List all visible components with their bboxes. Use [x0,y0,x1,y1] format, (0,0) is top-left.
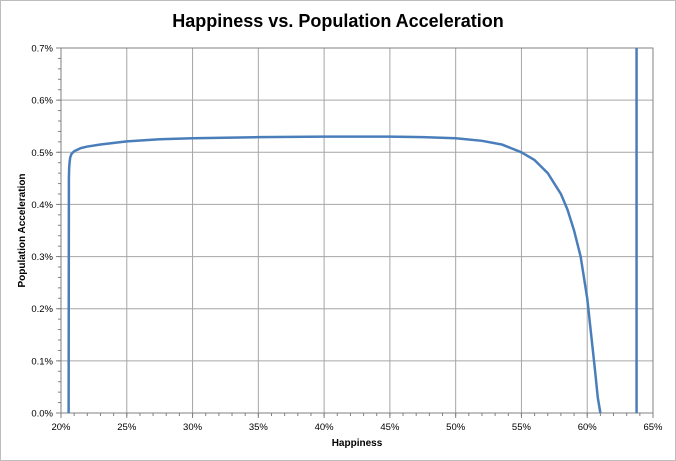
series-line [67,135,602,414]
y-tick-label: 0.5% [31,148,53,159]
x-tick-label: 35% [249,422,269,433]
x-axis-title: Happiness [332,438,383,449]
y-tick-label: 0.1% [31,356,53,367]
x-tick-label: 65% [643,422,663,433]
y-tick-label: 0.6% [31,96,53,107]
y-tick-label: 0.4% [31,200,53,211]
plot-area-border [60,47,654,414]
y-tick-label: 0.2% [31,304,53,315]
y-tick-label: 0.0% [31,409,53,420]
y-axis-title: Population Acceleration [17,173,28,287]
chart-title: Happiness vs. Population Acceleration [172,11,504,31]
x-tick-label: 40% [315,422,335,433]
x-tick-label: 50% [446,422,466,433]
axis-ticks: 20% 25% 30% 35% 40% 45% 50% 55% 60% 65% 0.0% 0.1% 0.… [31,44,663,434]
x-tick-label: 55% [512,422,532,433]
x-tick-label: 25% [117,422,137,433]
grid [60,47,654,414]
x-tick-label: 60% [578,422,598,433]
x-tick-label: 20% [51,422,71,433]
y-tick-label: 0.3% [31,252,53,263]
x-tick-label: 45% [380,422,400,433]
series-group [67,48,638,414]
y-tick-label: 0.7% [31,44,53,55]
x-tick-label: 30% [183,422,203,433]
